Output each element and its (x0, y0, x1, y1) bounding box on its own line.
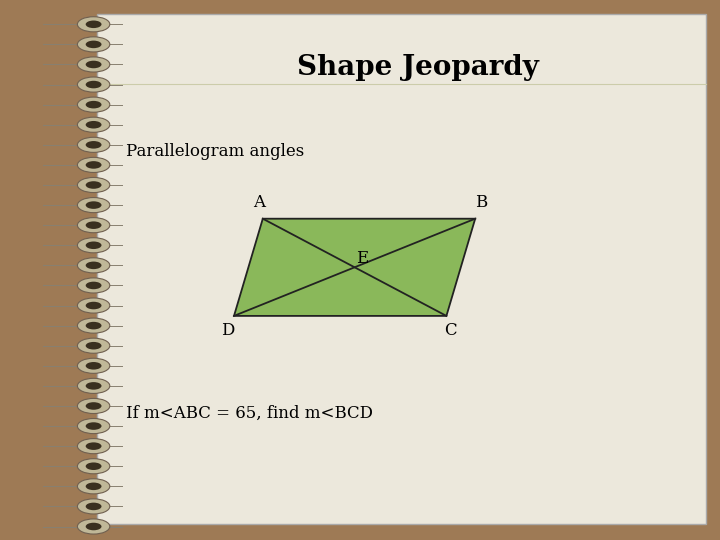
Text: If m<ABC = 65, find m<BCD: If m<ABC = 65, find m<BCD (126, 404, 373, 422)
Ellipse shape (78, 178, 110, 193)
Ellipse shape (86, 121, 102, 129)
Ellipse shape (86, 422, 102, 430)
Text: Shape Jeopardy: Shape Jeopardy (297, 54, 539, 81)
Ellipse shape (78, 399, 110, 414)
Ellipse shape (78, 298, 110, 313)
Ellipse shape (86, 503, 102, 510)
Ellipse shape (78, 338, 110, 353)
Text: B: B (474, 194, 487, 211)
Ellipse shape (86, 221, 102, 229)
Ellipse shape (78, 17, 110, 32)
Ellipse shape (78, 318, 110, 333)
Ellipse shape (86, 523, 102, 530)
Text: C: C (444, 322, 456, 339)
Ellipse shape (86, 402, 102, 410)
Ellipse shape (86, 60, 102, 68)
Ellipse shape (86, 241, 102, 249)
Ellipse shape (78, 458, 110, 474)
Ellipse shape (78, 137, 110, 152)
Polygon shape (234, 219, 475, 316)
Ellipse shape (86, 40, 102, 48)
Ellipse shape (86, 302, 102, 309)
Ellipse shape (86, 261, 102, 269)
Ellipse shape (78, 418, 110, 434)
Text: E: E (356, 249, 369, 267)
Ellipse shape (86, 382, 102, 390)
Ellipse shape (78, 57, 110, 72)
Text: Parallelogram angles: Parallelogram angles (126, 143, 305, 160)
Ellipse shape (86, 462, 102, 470)
Ellipse shape (86, 101, 102, 109)
Ellipse shape (86, 282, 102, 289)
Ellipse shape (78, 358, 110, 373)
Ellipse shape (78, 117, 110, 132)
Ellipse shape (78, 258, 110, 273)
Ellipse shape (86, 342, 102, 349)
Text: D: D (221, 322, 234, 339)
Ellipse shape (78, 379, 110, 394)
Ellipse shape (86, 181, 102, 189)
Ellipse shape (78, 519, 110, 534)
Ellipse shape (86, 81, 102, 89)
Text: A: A (253, 194, 265, 211)
Ellipse shape (78, 37, 110, 52)
Ellipse shape (86, 442, 102, 450)
Ellipse shape (86, 322, 102, 329)
Ellipse shape (78, 238, 110, 253)
Ellipse shape (78, 438, 110, 454)
Ellipse shape (78, 499, 110, 514)
Ellipse shape (86, 362, 102, 369)
Ellipse shape (78, 157, 110, 172)
FancyBboxPatch shape (97, 14, 706, 524)
Ellipse shape (78, 479, 110, 494)
Ellipse shape (86, 161, 102, 168)
Ellipse shape (78, 97, 110, 112)
Ellipse shape (86, 21, 102, 28)
Ellipse shape (78, 218, 110, 233)
Ellipse shape (78, 77, 110, 92)
Ellipse shape (78, 198, 110, 213)
Ellipse shape (86, 201, 102, 209)
Ellipse shape (78, 278, 110, 293)
Ellipse shape (86, 483, 102, 490)
Ellipse shape (86, 141, 102, 148)
